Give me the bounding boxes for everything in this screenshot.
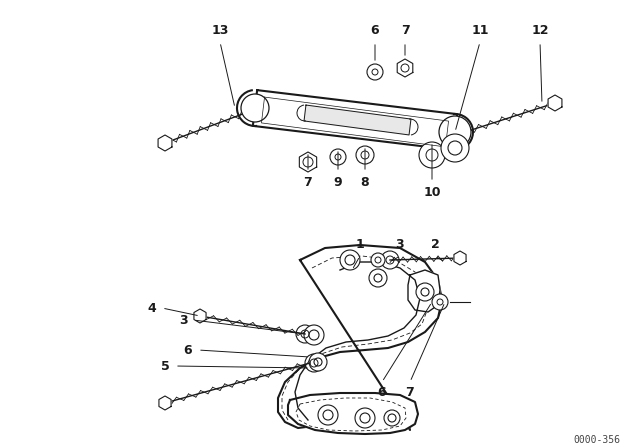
Polygon shape [194,309,206,323]
Circle shape [384,410,400,426]
Text: 6: 6 [184,344,192,357]
Polygon shape [288,393,418,434]
Circle shape [381,251,399,269]
Circle shape [369,269,387,287]
Text: 10: 10 [423,185,441,198]
Circle shape [340,250,360,270]
Polygon shape [262,97,449,147]
Text: 7: 7 [401,23,410,36]
Circle shape [439,116,471,148]
Text: 9: 9 [333,176,342,189]
Text: 7: 7 [303,176,312,189]
Text: 6: 6 [378,385,387,399]
Polygon shape [278,245,442,430]
Circle shape [419,142,445,168]
Circle shape [441,134,469,162]
Polygon shape [408,270,440,312]
Circle shape [330,149,346,165]
Circle shape [416,283,434,301]
Polygon shape [158,135,172,151]
Polygon shape [300,152,317,172]
Text: 1: 1 [356,237,364,250]
Circle shape [241,94,269,122]
Polygon shape [253,90,457,150]
Text: 11: 11 [471,23,489,36]
Text: 0000-356: 0000-356 [573,435,620,445]
Polygon shape [304,105,411,135]
Text: 6: 6 [371,23,380,36]
Circle shape [356,146,374,164]
Text: 4: 4 [148,302,156,314]
Text: 7: 7 [406,385,414,399]
Text: 3: 3 [396,237,404,250]
Polygon shape [548,95,562,111]
Circle shape [371,253,385,267]
Text: 2: 2 [431,237,440,250]
Circle shape [304,325,324,345]
Polygon shape [454,251,466,265]
Circle shape [432,294,448,310]
Text: 5: 5 [161,359,170,372]
Text: 3: 3 [179,314,188,327]
Circle shape [318,405,338,425]
Circle shape [296,325,314,343]
Polygon shape [159,396,171,410]
Polygon shape [397,59,413,77]
Text: 13: 13 [211,23,228,36]
Text: 12: 12 [531,23,548,36]
Text: 8: 8 [361,176,369,189]
Circle shape [305,354,323,372]
Circle shape [355,408,375,428]
Circle shape [309,353,327,371]
Circle shape [367,64,383,80]
